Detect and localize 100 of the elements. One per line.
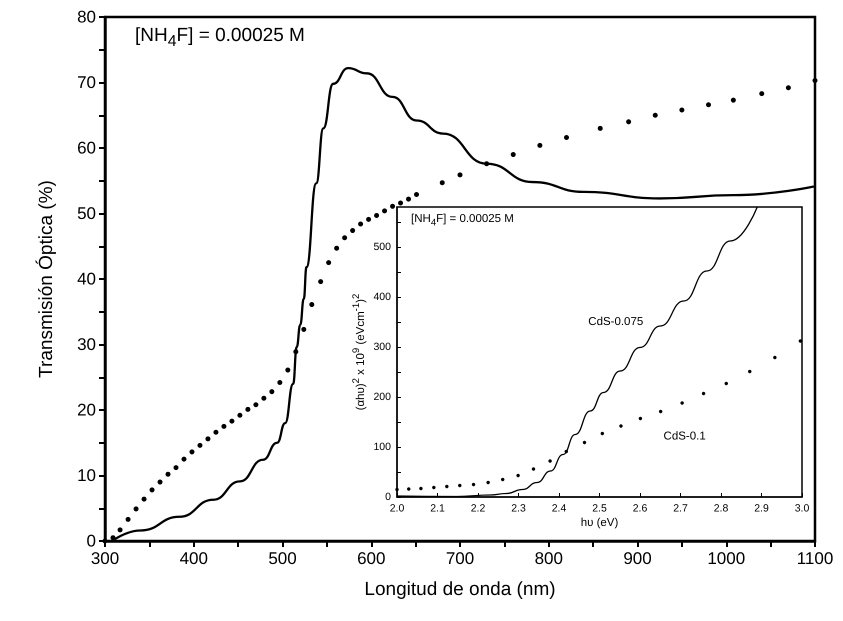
point [285,368,290,373]
point [638,416,642,420]
point [812,78,818,84]
x-tick-label: 2.8 [714,502,728,514]
y-tick-label: 100 [373,441,392,453]
point [166,472,171,477]
point [500,478,504,482]
x-tick-label: 3.0 [794,502,810,514]
x-tick-label: 2.7 [673,502,688,514]
point [786,85,791,90]
point [759,91,764,96]
point [174,465,178,470]
point [277,380,282,385]
point [564,450,568,454]
point [110,535,116,540]
x-tick-label: 2.6 [632,502,648,514]
x-tick-label: 2.1 [430,502,445,514]
point [342,235,348,240]
point [181,456,186,462]
y-tick-label: 40 [77,270,96,288]
point [407,487,410,491]
point [652,112,658,118]
point [486,480,490,484]
point [326,260,332,266]
point [374,212,380,218]
point [118,527,123,532]
point [134,506,139,512]
x-tick-label: 600 [357,549,386,568]
point [598,126,603,131]
point [658,410,662,414]
x-tick-label: 500 [268,549,297,568]
point [189,449,194,454]
point [142,496,147,502]
annotation: [NH$_{4}$F] = 0.00025 M [135,25,305,51]
point [548,459,552,463]
point [102,538,108,544]
point [205,436,210,442]
point [537,142,542,148]
x-axis-title: hυ (eV) [580,517,618,529]
point [334,246,340,251]
x-tick-label: 700 [446,549,474,568]
x-tick-label: 2.2 [470,502,486,514]
point [261,396,266,401]
point [516,474,520,478]
point [724,382,728,386]
point [564,135,569,140]
point [398,200,404,206]
point [440,180,445,186]
point [414,192,420,198]
y-tick-label: 300 [373,341,392,353]
point [445,484,449,488]
series-label: CdS-0.1 [664,430,706,442]
point [245,406,250,412]
point [706,102,711,108]
x-axis-title: Longitud de onda (nm) [364,579,556,601]
point [350,228,356,234]
point [293,349,298,354]
x-tick-label: 800 [534,549,563,568]
point [510,152,516,158]
point [458,172,462,178]
y-tick-label: 50 [77,204,96,223]
point [432,486,436,490]
x-tick-label: 300 [90,549,120,568]
y-tick-label: 200 [373,391,392,403]
y-tick-label: 0 [86,532,96,550]
point [406,196,412,202]
point [358,221,364,226]
point [197,442,202,448]
point [309,302,314,308]
y-tick-label: 60 [77,138,96,158]
point [626,119,632,124]
y-tick-label: 70 [77,73,96,92]
point [150,487,155,492]
y-tick-label: 20 [77,400,96,420]
point [126,516,131,522]
y-tick-label: 400 [373,291,392,303]
point [680,401,684,405]
x-tick-label: 2.0 [390,502,404,514]
point [419,486,423,490]
x-tick-label: 1000 [707,549,746,568]
y-axis-title: Transmisión Óptica (%) [36,180,58,378]
x-tick-label: 1100 [796,549,834,568]
point [237,412,242,418]
point [730,98,736,103]
point [253,402,258,408]
point [366,216,372,222]
x-tick-label: 2.3 [511,502,526,514]
y-tick-label: 10 [77,466,96,485]
x-tick-label: 2.9 [754,502,769,514]
x-tick-label: 2.5 [592,502,607,514]
point [229,418,234,424]
point [773,356,777,360]
x-tick-label: 900 [623,549,652,568]
point [382,208,388,214]
point [390,204,396,209]
y-tick-label: 0 [385,491,392,503]
y-tick-label: 80 [77,8,96,26]
series-label: CdS-0.075 [588,316,644,328]
point [458,484,462,488]
x-tick-label: 2.4 [552,502,566,514]
